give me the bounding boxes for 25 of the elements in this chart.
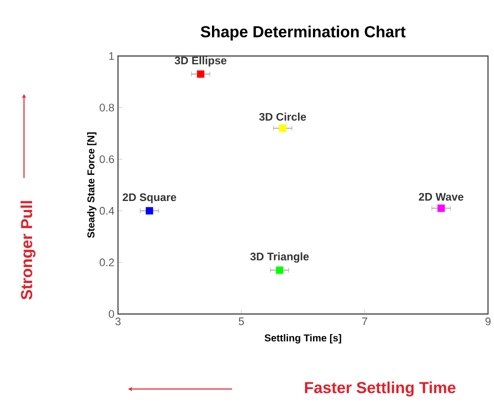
x-axis-title: Settling Time [s] xyxy=(264,334,342,344)
text: Faster Settling Time xyxy=(305,382,456,396)
y-tick-label: 0.8 xyxy=(100,104,114,112)
series-label: 3D Circle xyxy=(259,112,306,121)
x-tick-label: 7 xyxy=(362,318,368,326)
x-tick-label: 3 xyxy=(115,318,121,326)
y-tick-label: 0 xyxy=(108,310,114,318)
y-axis-title: Steady State Force [N] xyxy=(87,132,96,238)
point xyxy=(146,207,154,214)
point xyxy=(437,204,445,212)
series-label: 3D Triangle xyxy=(250,252,309,263)
series-label: 3D Ellipse xyxy=(174,56,226,67)
y-tick-label: 0.6 xyxy=(100,155,114,164)
series-label: 2D Square xyxy=(122,193,176,204)
point xyxy=(196,70,204,78)
series-label: 2D Wave xyxy=(418,192,464,201)
x-tick-label: 9 xyxy=(485,318,491,326)
y-tick-label: 0.2 xyxy=(100,258,114,266)
point xyxy=(276,266,284,274)
point xyxy=(278,124,286,132)
x-tick-label: 5 xyxy=(238,318,244,326)
y-tick-label: 0.4 xyxy=(100,206,114,215)
y-tick-label: 1 xyxy=(109,52,114,60)
text: Stronger Pull xyxy=(20,201,36,300)
chart-title: Shape Determination Chart xyxy=(200,26,406,41)
